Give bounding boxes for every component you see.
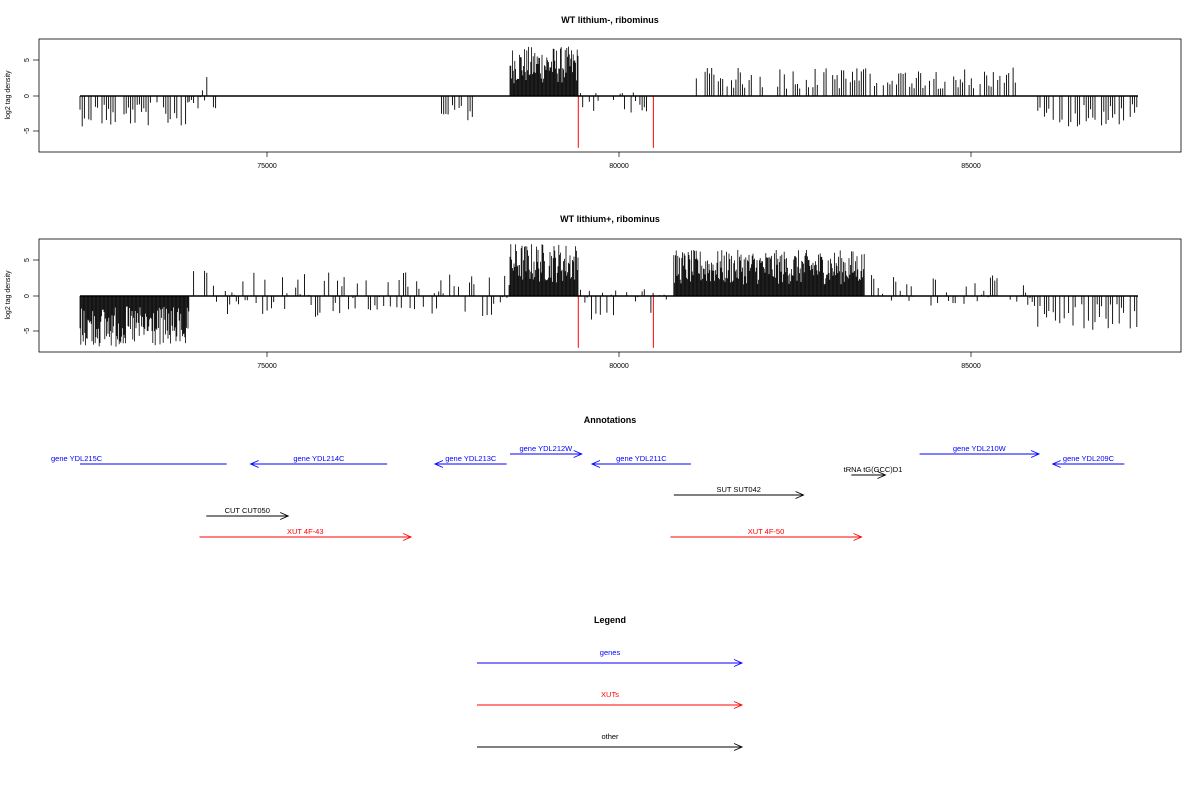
- arrow-head-right-icon: [1030, 450, 1041, 458]
- track-panel-lithium-plus: WT lithium+, ribominus log2 tag density …: [5, 214, 1182, 370]
- annotation-feature: gene YDL213C: [433, 454, 507, 468]
- x-tick-label: 75000: [257, 163, 277, 170]
- legend-label: other: [601, 732, 619, 741]
- y-tick-label: 5: [24, 58, 31, 62]
- y-tick-label: -5: [24, 328, 31, 334]
- annotation-feature: CUT CUT050: [206, 506, 290, 520]
- x-axis: 75000 80000 85000: [257, 152, 981, 170]
- y-axis: 5 0 -5: [24, 58, 39, 134]
- arrow-head-left-icon: [433, 460, 444, 468]
- annotation-features: gene YDL215C gene YDL214C gene YDL213C gene…: [51, 444, 1125, 541]
- feature-label: gene YDL212W: [519, 444, 573, 453]
- annotation-feature: gene YDL212W: [510, 444, 583, 458]
- legend-label: genes: [600, 648, 621, 657]
- arrow-head-left-icon: [249, 460, 259, 468]
- annotation-feature: SUT SUT042: [673, 485, 805, 499]
- arrow-head-right-icon: [733, 659, 744, 667]
- density-bars: [79, 244, 1138, 348]
- y-axis-label: log2 tag density: [5, 270, 12, 320]
- feature-label: gene YDL209C: [1063, 454, 1115, 463]
- feature-label: gene YDL214C: [293, 454, 345, 463]
- plot-frame: [38, 238, 1182, 353]
- feature-label: SUT SUT042: [716, 485, 760, 494]
- arrow-head-right-icon: [402, 533, 413, 541]
- feature-label: CUT CUT050: [225, 506, 270, 515]
- plot-frame: [38, 38, 1182, 153]
- annotation-feature: tRNA tG(GCC)D1: [844, 465, 903, 479]
- arrow-head-left-icon: [1051, 460, 1061, 468]
- y-tick-label: 0: [24, 294, 31, 298]
- feature-label: gene YDL213C: [445, 454, 497, 463]
- y-axis-label: log2 tag density: [5, 70, 12, 120]
- x-axis: 75000 80000 85000: [257, 352, 981, 370]
- panel-title: WT lithium+, ribominus: [560, 214, 660, 224]
- annotation-feature: gene YDL211C: [590, 454, 691, 468]
- arrow-head-right-icon: [877, 471, 887, 479]
- y-axis: 5 0 -5: [24, 258, 39, 334]
- track-panel-lithium-minus: WT lithium-, ribominus log2 tag density …: [5, 15, 1182, 170]
- arrow-head-right-icon: [795, 491, 805, 499]
- arrow-head-left-icon: [590, 460, 601, 468]
- arrow-head-right-icon: [733, 743, 744, 751]
- annotation-feature: gene YDL209C: [1051, 454, 1125, 468]
- feature-label: gene YDL210W: [953, 444, 1007, 453]
- legend-items: genes XUTs other: [477, 648, 744, 751]
- y-tick-label: -5: [24, 128, 31, 134]
- arrow-head-right-icon: [733, 701, 744, 709]
- annotation-feature: XUT 4F-43: [199, 527, 413, 541]
- legend-item: genes: [477, 648, 744, 667]
- annotation-feature: gene YDL210W: [919, 444, 1041, 458]
- arrow-head-right-icon: [573, 450, 583, 458]
- y-tick-label: 5: [24, 258, 31, 262]
- feature-label: tRNA tG(GCC)D1: [844, 465, 903, 474]
- x-tick-label: 85000: [961, 363, 981, 370]
- feature-label: XUT 4F-43: [287, 527, 324, 536]
- feature-label: gene YDL211C: [616, 454, 667, 463]
- legend: Legend genes XUTs other: [477, 615, 744, 751]
- legend-item: other: [477, 732, 744, 751]
- density-bars: [79, 46, 1138, 148]
- x-tick-label: 75000: [257, 363, 277, 370]
- feature-label: XUT 4F-50: [748, 527, 785, 536]
- annotations-panel: Annotations gene YDL215C gene YDL214C gene…: [51, 415, 1125, 541]
- annotation-feature: gene YDL214C: [249, 454, 388, 468]
- x-tick-label: 80000: [609, 163, 629, 170]
- arrow-head-right-icon: [853, 533, 863, 541]
- annotation-feature: gene YDL215C: [51, 454, 227, 465]
- legend-title: Legend: [594, 615, 626, 625]
- feature-label: gene YDL215C: [51, 454, 103, 463]
- y-tick-label: 0: [24, 94, 31, 98]
- arrow-head-right-icon: [280, 512, 290, 520]
- annotation-feature: XUT 4F-50: [670, 527, 863, 541]
- legend-label: XUTs: [601, 690, 619, 699]
- x-tick-label: 80000: [609, 363, 629, 370]
- panel-title: WT lithium-, ribominus: [561, 15, 659, 25]
- annotations-title: Annotations: [584, 415, 637, 425]
- x-tick-label: 85000: [961, 163, 981, 170]
- legend-item: XUTs: [477, 690, 744, 709]
